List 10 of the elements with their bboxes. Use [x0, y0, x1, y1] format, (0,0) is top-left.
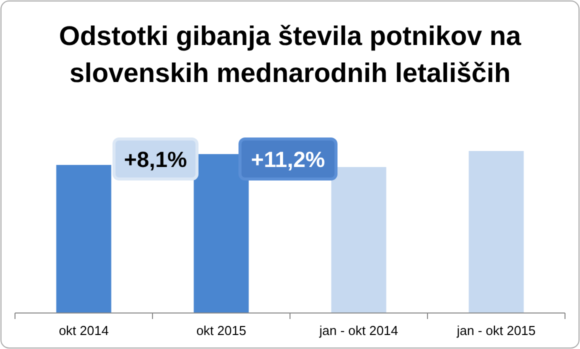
annotation: +11,2%	[250, 147, 326, 172]
x-tick-label: jan - okt 2014	[318, 323, 398, 338]
annotation: +8,1%	[124, 147, 187, 172]
x-tick-label: okt 2014	[58, 323, 109, 338]
x-tick-label: okt 2015	[196, 323, 246, 338]
chart-title: Odstotki gibanja števila potnikov na slovenskih mednarodnih letališčih	[58, 21, 522, 88]
bar	[331, 167, 386, 313]
bar	[56, 164, 112, 313]
x-tick-label: jan - okt 2015	[456, 323, 536, 338]
bar	[468, 151, 524, 313]
